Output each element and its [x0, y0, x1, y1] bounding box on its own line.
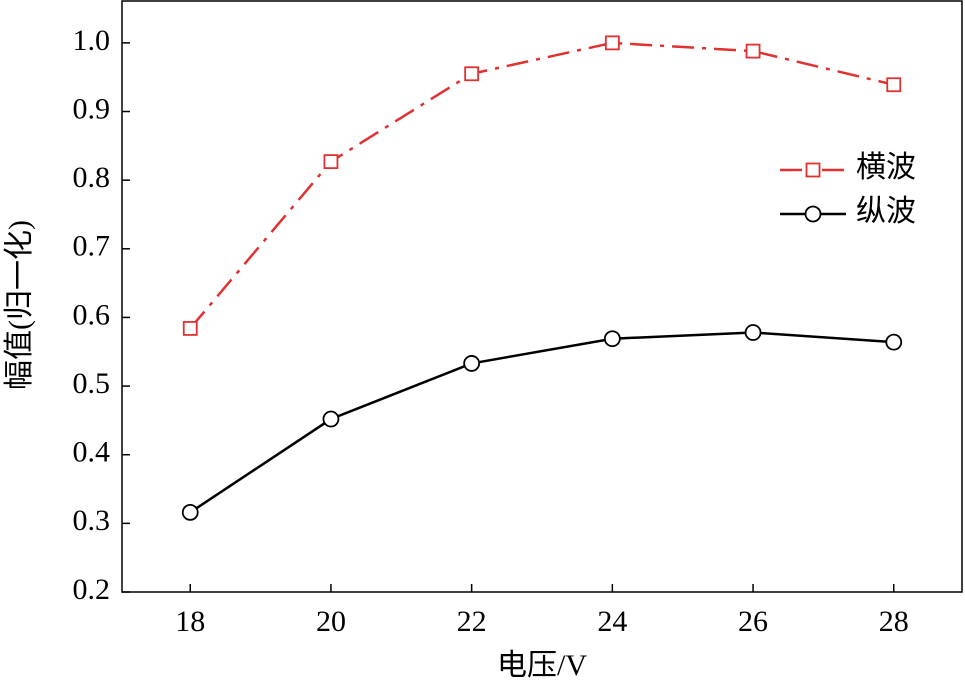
legend-label: 横波	[856, 151, 916, 184]
y-tick-label: 0.5	[73, 367, 111, 400]
y-tick-label: 0.4	[73, 436, 111, 469]
y-tick-label: 0.8	[73, 161, 111, 194]
x-tick-label: 18	[175, 605, 205, 638]
legend-marker	[804, 205, 822, 223]
x-tick-label: 28	[879, 605, 909, 638]
marker	[744, 324, 762, 341]
x-tick-label: 20	[316, 605, 346, 638]
marker	[604, 35, 620, 51]
x-tick-label: 22	[457, 605, 487, 638]
marker	[181, 503, 199, 521]
series-line	[189, 41, 895, 330]
y-tick-label: 0.2	[73, 573, 111, 606]
marker	[886, 77, 902, 93]
x-axis-label: 电压/V	[497, 649, 587, 682]
marker	[603, 330, 621, 348]
marker	[464, 66, 480, 82]
marker	[182, 321, 198, 336]
marker	[322, 410, 340, 428]
x-tick-label: 24	[597, 605, 627, 638]
y-tick-label: 0.3	[73, 504, 111, 537]
y-tick-label: 1.0	[73, 24, 111, 57]
y-axis-label: 幅值(归一化)	[3, 220, 36, 390]
y-tick-label: 0.7	[73, 230, 111, 263]
marker	[885, 333, 903, 351]
marker	[323, 154, 339, 170]
legend-label: 纵波	[856, 195, 916, 228]
x-tick-label: 26	[738, 605, 768, 638]
marker	[463, 355, 481, 372]
y-tick-label: 0.6	[73, 298, 111, 331]
y-tick-label: 0.9	[73, 92, 111, 125]
marker	[745, 43, 761, 59]
plot-frame	[121, 0, 963, 593]
series-line	[189, 331, 894, 514]
legend-marker	[805, 162, 821, 178]
